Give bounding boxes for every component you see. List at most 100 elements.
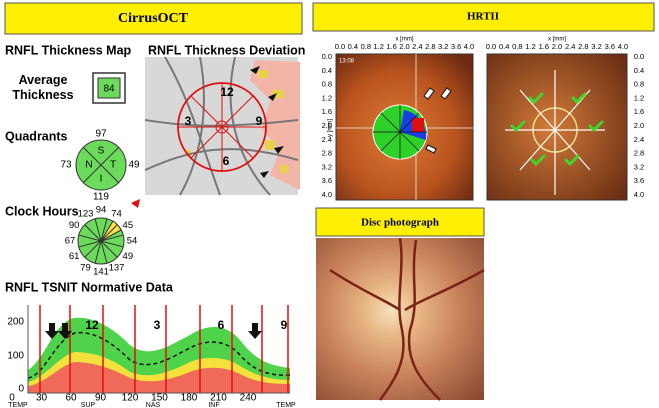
x-tick-label: 1.6	[539, 42, 549, 51]
axis-title: x [mm]	[548, 37, 566, 43]
y-tick-label: 4.0	[322, 190, 332, 199]
y-tick-label: 3.6	[634, 176, 644, 185]
clock-value: 123	[78, 209, 94, 220]
region-label: NAS	[146, 402, 161, 408]
clock-value: 45	[123, 220, 134, 231]
region-label: TEMP	[276, 402, 296, 408]
y-tick-label: 2.8	[634, 149, 644, 158]
clock-spoke	[100, 240, 124, 248]
x-tick-label: 3.6	[605, 42, 615, 51]
deviation-clock-label: 6	[223, 154, 230, 168]
clock-spoke	[78, 234, 102, 242]
average-label: Average Thickness	[12, 73, 73, 102]
tsnit-clock-label: 12	[85, 318, 99, 332]
x-tick-label: 90	[95, 393, 107, 404]
x-tick-label: 4.0	[618, 42, 628, 51]
y-tick-label: 0.4	[322, 66, 332, 75]
clock-value: 137	[109, 262, 125, 273]
x-tick-label: 2.8	[425, 42, 435, 51]
x-tick-label: 2.4	[565, 42, 575, 51]
clock-value: 74	[111, 209, 122, 220]
clock-value: 79	[80, 262, 91, 273]
clock-value: 141	[93, 267, 109, 278]
header-box	[312, 2, 655, 32]
clock-spoke	[100, 240, 118, 258]
region-label: SUP	[81, 402, 96, 408]
section-title: RNFL Thickness Deviation	[148, 43, 305, 57]
section-title: RNFL TSNIT Normative Data	[5, 280, 174, 294]
y-tick-label: 2.4	[322, 135, 332, 144]
clock-spoke	[84, 224, 102, 242]
clock-spoke	[100, 240, 108, 264]
tsnit-plot	[27, 305, 291, 394]
average-box-inner	[97, 77, 121, 99]
x-tick-label: 1.6	[386, 42, 396, 51]
y-tick-label: 0.0	[634, 52, 644, 61]
tsnit-clock-label: 9	[281, 318, 288, 332]
clock-value: 90	[69, 220, 80, 231]
region-label: TEMP	[8, 402, 28, 408]
timestamp: 13:08	[339, 59, 355, 65]
y-tick-label: 2.8	[322, 149, 332, 158]
section-title: Clock Hours	[5, 204, 79, 218]
quadrant-pie	[75, 139, 127, 191]
quadrant-value: 97	[95, 129, 107, 140]
header-box	[4, 2, 303, 35]
x-tick-label: 2.8	[578, 42, 588, 51]
y-tick-label: 1.6	[634, 107, 644, 116]
y-tick-label: 2.0	[322, 121, 332, 130]
tsnit-clock-label: 3	[154, 318, 161, 332]
x-tick-label: 4.0	[464, 42, 474, 51]
x-tick-label: 0.0	[335, 42, 345, 51]
y-tick-label: 0.4	[634, 66, 644, 75]
clock-pie	[77, 199, 140, 265]
disc-photo	[316, 237, 485, 401]
average-label-line: Average	[19, 73, 68, 87]
y-tick-label: 1.2	[322, 93, 332, 102]
x-tick-label: 60	[65, 393, 77, 404]
clock-spoke	[100, 218, 108, 242]
average-value: 84	[103, 84, 115, 95]
quadrant-letter: I	[100, 174, 103, 185]
section-title: RNFL Thickness Map	[5, 43, 132, 57]
y-tick-label: 2.4	[634, 135, 644, 144]
clock-value: 54	[127, 236, 138, 247]
x-tick-label: 1.2	[373, 42, 383, 51]
y-tick-label: 200	[7, 317, 24, 328]
clock-spoke	[100, 234, 124, 242]
y-tick-label: 0	[18, 384, 24, 395]
quadrant-value: 49	[128, 160, 140, 171]
section-title: Quadrants	[5, 129, 68, 143]
y-tick-label: 3.6	[322, 176, 332, 185]
y-tick-label: 0.8	[634, 80, 644, 89]
x-tick-label: 0.8	[512, 42, 522, 51]
x-tick-label: 2.0	[399, 42, 409, 51]
x-tick-label: 3.6	[451, 42, 461, 51]
quadrant-letter: T	[110, 160, 116, 171]
region-label: INF	[208, 402, 219, 408]
x-tick-label: 0.4	[499, 42, 509, 51]
clock-spoke	[78, 240, 102, 248]
y-tick-label: 0.0	[322, 52, 332, 61]
axis-title: y [mm]	[328, 119, 334, 137]
clock-spoke	[100, 224, 118, 242]
tsnit-clock-label: 6	[218, 318, 225, 332]
header-title: HRTII	[467, 11, 499, 23]
y-tick-label: 2.0	[634, 121, 644, 130]
deviation-image	[144, 56, 300, 196]
clock-value: 61	[69, 251, 80, 262]
header-title: CirrusOCT	[118, 11, 189, 26]
y-tick-label: 3.2	[634, 162, 644, 171]
clock-spoke	[94, 218, 102, 242]
deviation-clock-label: 12	[220, 85, 234, 99]
quadrant-letter: N	[85, 160, 92, 171]
average-label-line: Thickness	[12, 88, 73, 102]
deviation-clock-label: 9	[256, 114, 263, 128]
y-tick-label: 3.2	[322, 162, 332, 171]
x-tick-label: 2.0	[552, 42, 562, 51]
y-tick-label: 100	[7, 351, 24, 362]
y-tick-label: 1.2	[634, 93, 644, 102]
x-tick-label: 0.0	[486, 42, 496, 51]
deviation-clock-label: 3	[185, 114, 192, 128]
